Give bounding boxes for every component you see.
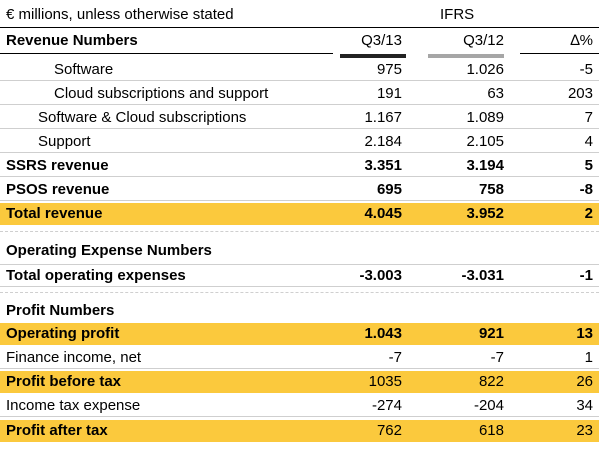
rule-under-delta [520, 53, 599, 54]
row-rule [0, 264, 599, 265]
table-row-profit-after-tax: Profit after tax 762 618 23 [0, 420, 599, 442]
q313-bar [340, 54, 406, 58]
table-row: Income tax expense -274 -204 34 [0, 395, 599, 417]
table-row: Support 2.184 2.105 4 [0, 131, 599, 153]
section-header-profit: Profit Numbers [6, 302, 115, 319]
table-header-top: € millions, unless otherwise stated IFRS [0, 4, 599, 26]
table-row-operating-profit: Operating profit 1.043 921 13 [0, 323, 599, 345]
column-header-row: Revenue Numbers Q3/13 Q3/12 ∆% [0, 30, 599, 52]
table-row: Cloud subscriptions and support 191 63 2… [0, 83, 599, 105]
table-row: Software 975 1.026 -5 [0, 59, 599, 81]
section-title-revenue: Revenue Numbers [6, 32, 138, 49]
section-header-opex: Operating Expense Numbers [6, 242, 212, 259]
table-row: Finance income, net -7 -7 1 [0, 347, 599, 369]
table-row-profit-before-tax: Profit before tax 1035 822 26 [0, 371, 599, 393]
col-delta: ∆% [570, 32, 593, 49]
section-divider [0, 292, 599, 293]
table-row: Total operating expenses -3.003 -3.031 -… [0, 265, 599, 287]
table-row: PSOS revenue 695 758 -8 [0, 179, 599, 201]
table-row: SSRS revenue 3.351 3.194 5 [0, 155, 599, 177]
col-q313: Q3/13 [361, 32, 402, 49]
table-row-total-revenue: Total revenue 4.045 3.952 2 [0, 203, 599, 225]
col-q312: Q3/12 [463, 32, 504, 49]
q312-bar [428, 54, 504, 58]
ifrs-label: IFRS [440, 6, 475, 23]
table-row: Software & Cloud subscriptions 1.167 1.0… [0, 107, 599, 129]
header-rule [0, 27, 599, 28]
units-note: € millions, unless otherwise stated [6, 6, 234, 23]
rule-under-title [0, 53, 333, 54]
section-divider [0, 231, 599, 232]
